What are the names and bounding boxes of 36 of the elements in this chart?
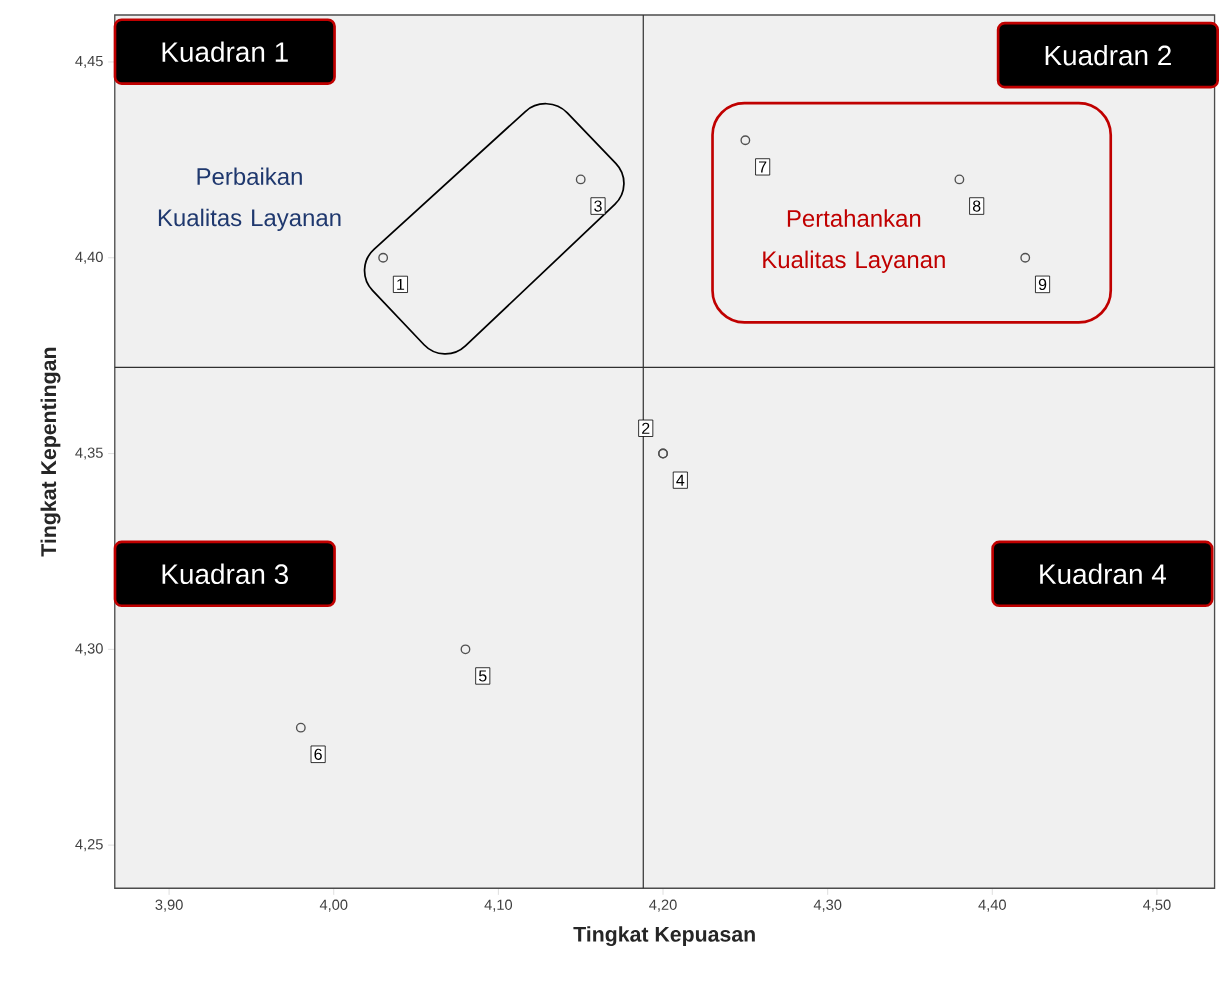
point: [378, 252, 389, 263]
point: [460, 644, 471, 655]
x-tick-label: 4,50: [1143, 899, 1171, 912]
annotation: Kuadran 4: [1040, 563, 1166, 585]
point: [575, 174, 586, 185]
x-axis-title: Tingkat Kepuasan: [573, 926, 755, 947]
x-tick-label: 4,20: [649, 899, 677, 912]
annotation: Perbaikan Kualitas Layanan: [158, 167, 341, 231]
y-axis-title: Tingkat Kepentingan: [40, 347, 61, 557]
y-tick-label: 4,40: [75, 251, 103, 264]
annotation: 3: [594, 200, 602, 212]
x-tick-label: 4,10: [484, 899, 513, 912]
y-tick-label: 4,35: [75, 447, 103, 460]
point: [740, 135, 751, 146]
annotation: Kuadran 2: [1045, 44, 1171, 66]
x-tick-label: 4,30: [813, 899, 842, 912]
annotation: 9: [1038, 278, 1047, 290]
annotation: 7: [759, 161, 767, 173]
annotation: Pertahankan Kualitas Layanan: [763, 209, 945, 273]
y-tick-label: 4,25: [75, 839, 103, 852]
point: [295, 722, 306, 733]
annotation: 6: [314, 748, 322, 760]
annotation: 4: [676, 474, 685, 486]
annotation: 1: [397, 278, 405, 290]
annotation: Kuadran 1: [162, 41, 288, 62]
x-tick-label: 4,00: [319, 899, 348, 912]
annotation: 5: [478, 670, 487, 682]
x-tick-label: 4,40: [978, 899, 1006, 912]
annotation: 2: [642, 422, 650, 434]
y-tick-label: 4,30: [75, 643, 103, 656]
x-tick-label: 3,90: [155, 899, 183, 912]
annotation: 8: [972, 200, 981, 212]
point: [1020, 252, 1031, 263]
point: [954, 174, 965, 185]
annotation: Kuadran 3: [162, 563, 288, 585]
y-tick-label: 4,45: [75, 55, 103, 68]
